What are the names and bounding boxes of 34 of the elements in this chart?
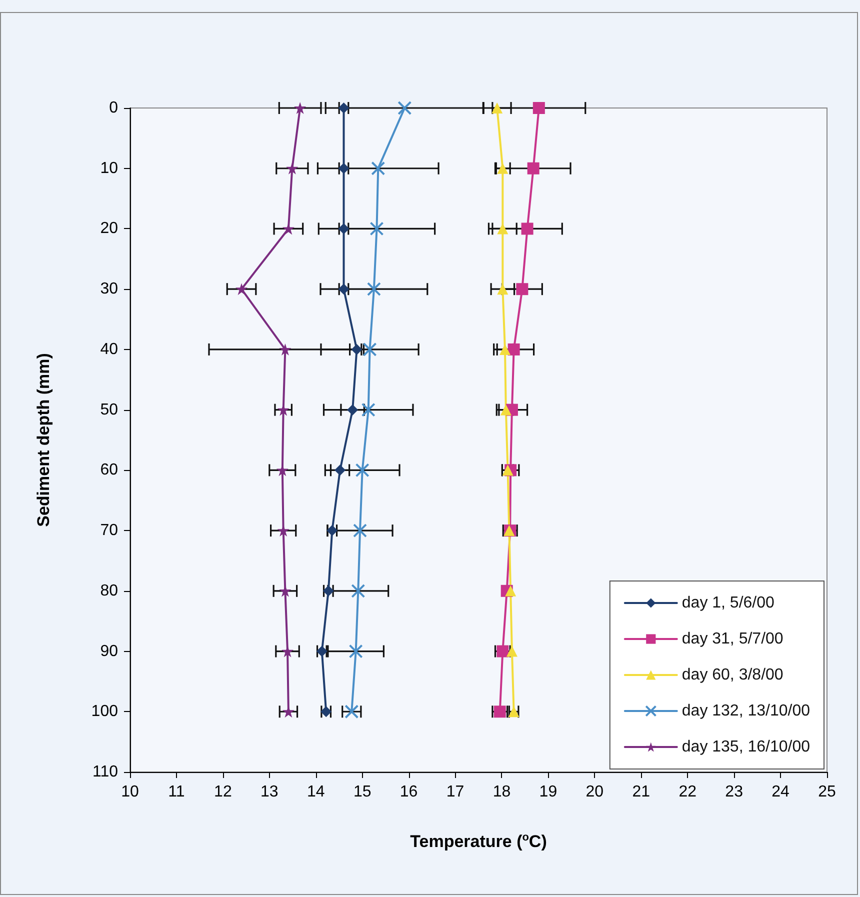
legend-label: day 1, 5/6/00 — [682, 594, 775, 612]
x-tick-label: 21 — [632, 784, 650, 800]
x-tick-label: 18 — [492, 784, 511, 800]
x-tick-label: 17 — [446, 784, 464, 800]
x-tick-label: 24 — [772, 784, 790, 800]
y-axis-title: Sediment depth (mm) — [34, 353, 53, 527]
x-tick-label: 11 — [168, 784, 185, 800]
legend-label: day 132, 13/10/00 — [682, 702, 810, 720]
y-tick-label: 80 — [100, 582, 118, 600]
y-tick-label: 50 — [100, 401, 118, 418]
x-tick-label: 22 — [678, 784, 697, 800]
x-tick-label: 25 — [818, 784, 836, 800]
legend-label: day 31, 5/7/00 — [682, 630, 784, 648]
legend-label: day 135, 16/10/00 — [682, 738, 810, 756]
y-tick-label: 100 — [91, 703, 118, 720]
y-tick-label: 10 — [100, 160, 118, 177]
y-tick-label: 0 — [109, 100, 118, 116]
x-tick-label: 19 — [539, 784, 558, 800]
x-tick-label: 13 — [260, 784, 278, 800]
x-tick-label: 14 — [306, 784, 325, 800]
y-tick-label: 90 — [100, 642, 118, 660]
x-tick-label: 10 — [121, 784, 139, 800]
x-tick-label: 23 — [725, 784, 744, 800]
y-tick-label: 30 — [100, 280, 118, 298]
y-tick-label: 60 — [100, 462, 118, 479]
y-tick-label: 40 — [100, 340, 118, 358]
y-tick-label: 20 — [100, 220, 118, 238]
x-tick-label: 20 — [586, 784, 604, 800]
x-tick-label: 12 — [214, 784, 232, 800]
x-tick-label: 16 — [400, 784, 418, 800]
y-tick-label: 70 — [100, 522, 118, 540]
x-tick-label: 15 — [353, 784, 372, 800]
legend-label: day 60, 3/8/00 — [682, 666, 784, 684]
y-tick-label: 110 — [92, 764, 118, 780]
